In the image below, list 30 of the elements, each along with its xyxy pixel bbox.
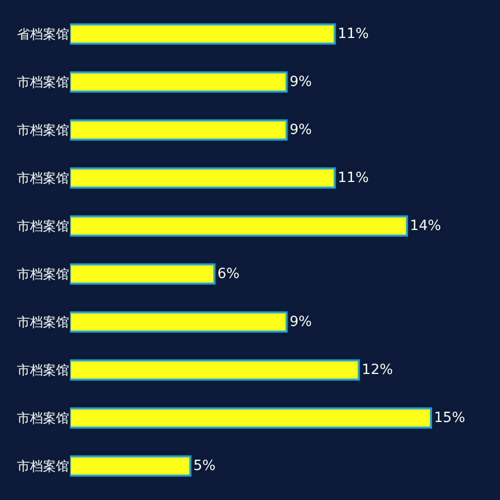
bar <box>70 263 216 285</box>
data-label: 11% <box>338 170 369 186</box>
data-label: 11% <box>338 26 369 42</box>
data-label: 9% <box>290 74 312 90</box>
y-tick-label: 市档案馆 <box>17 410 69 427</box>
bar <box>70 119 288 141</box>
data-label: 6% <box>217 266 240 282</box>
bar <box>70 71 288 93</box>
data-label: 15% <box>434 410 466 426</box>
y-tick-label: 市档案馆 <box>17 218 69 235</box>
bar <box>70 167 336 189</box>
data-label: 9% <box>290 122 312 138</box>
bar <box>70 215 408 237</box>
bar <box>70 359 360 381</box>
y-tick-label: 市档案馆 <box>17 266 69 283</box>
data-label: 12% <box>362 362 393 378</box>
data-label: 9% <box>290 314 312 330</box>
y-tick-label: 市档案馆 <box>17 170 69 187</box>
y-tick-label: 市档案馆 <box>17 314 69 331</box>
bar <box>70 311 288 333</box>
y-tick-label: 市档案馆 <box>17 74 69 91</box>
bar <box>70 407 432 429</box>
y-tick-label: 市档案馆 <box>17 122 69 139</box>
bar <box>70 23 336 45</box>
y-tick-label: 省档案馆 <box>17 26 69 43</box>
data-label: 5% <box>193 458 216 474</box>
data-label: 14% <box>410 218 442 234</box>
bar <box>70 455 192 477</box>
y-tick-label: 市档案馆 <box>17 362 69 379</box>
y-tick-label: 市档案馆 <box>17 458 69 475</box>
